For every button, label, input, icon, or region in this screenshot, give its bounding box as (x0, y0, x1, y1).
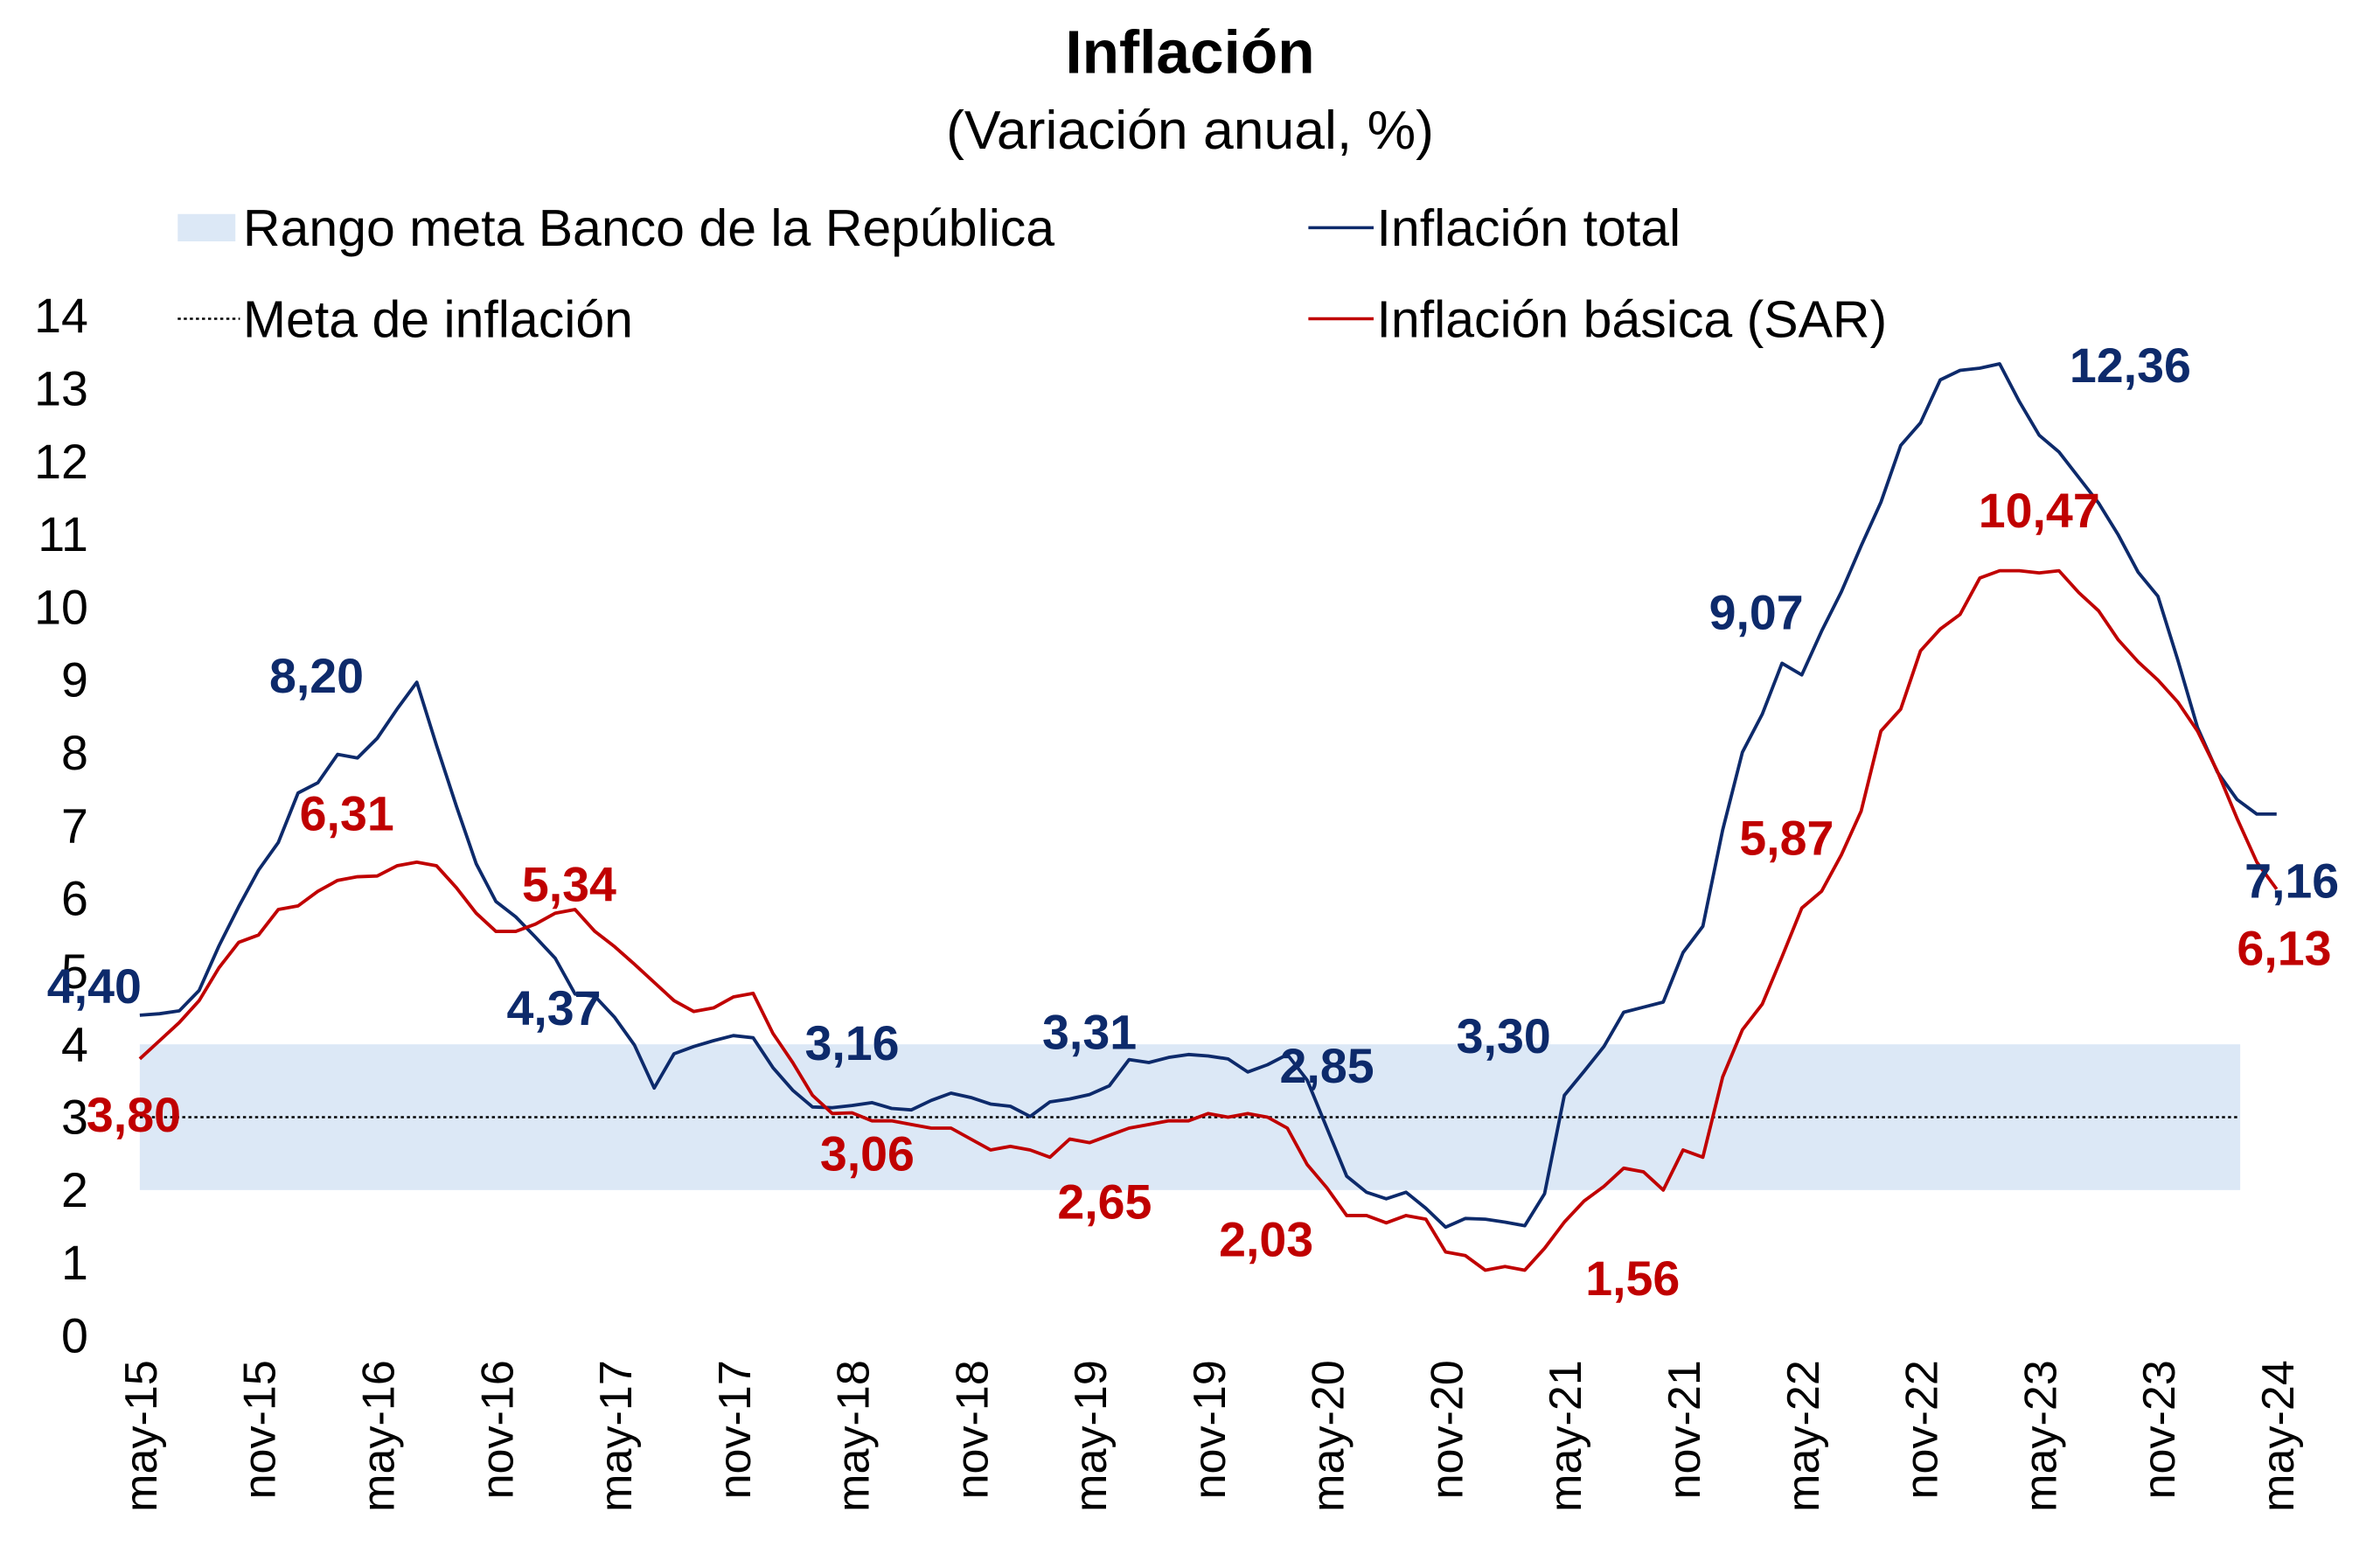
series-line (139, 362, 2277, 1230)
y-tick-label: 1 (61, 1236, 88, 1290)
x-tick-label: may-16 (354, 1360, 405, 1512)
data-label: 2,85 (1280, 1039, 1374, 1093)
data-label: 12,36 (2070, 338, 2191, 393)
y-tick-label: 0 (61, 1309, 88, 1363)
x-tick-label: may-15 (116, 1360, 167, 1512)
legend-label: Inflación total (1376, 199, 1681, 257)
x-tick-label: may-18 (829, 1360, 880, 1512)
data-label: 4,40 (47, 959, 142, 1014)
data-label: 1,56 (1585, 1251, 1680, 1306)
x-tick-label: nov-15 (235, 1360, 286, 1499)
x-tick-label: nov-23 (2134, 1360, 2185, 1499)
x-tick-label: nov-17 (710, 1360, 761, 1499)
data-label: 3,06 (820, 1126, 915, 1181)
x-tick-label: may-21 (1541, 1360, 1591, 1512)
x-tick-label: may-24 (2253, 1360, 2304, 1512)
y-tick-label: 5 (61, 944, 88, 999)
data-label: 2,65 (1057, 1174, 1152, 1229)
data-label: 6,31 (300, 787, 394, 841)
data-label: 5,34 (522, 857, 616, 911)
x-tick-label: may-23 (2015, 1360, 2066, 1512)
data-label: 6,13 (2237, 922, 2331, 976)
x-tick-label: may-22 (1778, 1360, 1829, 1512)
data-label: 10,47 (1979, 484, 2100, 538)
x-tick-label: may-17 (591, 1360, 642, 1512)
y-tick-label: 7 (61, 798, 88, 853)
legend-swatch (177, 213, 236, 241)
y-tick-label: 8 (61, 726, 88, 780)
chart-subtitle: (Variación anual, %) (946, 100, 1434, 161)
x-tick-label: may-19 (1066, 1360, 1117, 1512)
y-tick-label: 4 (61, 1017, 88, 1071)
y-tick-label: 12 (34, 435, 88, 489)
data-label: 3,16 (804, 1016, 899, 1070)
x-tick-label: nov-21 (1660, 1360, 1710, 1499)
x-tick-label: nov-22 (1897, 1360, 1948, 1499)
x-tick-label: nov-16 (472, 1360, 523, 1499)
y-tick-label: 14 (34, 289, 88, 343)
y-tick-label: 13 (34, 361, 88, 415)
x-tick-label: nov-20 (1422, 1360, 1472, 1499)
legend-label: Meta de inflación (243, 290, 633, 348)
series-line (138, 568, 2279, 1272)
data-label: 3,30 (1457, 1009, 1551, 1063)
y-tick-label: 6 (61, 872, 88, 926)
data-label: 4,37 (506, 981, 601, 1035)
data-label: 2,03 (1219, 1212, 1313, 1266)
y-tick-label: 2 (61, 1163, 88, 1217)
legend-label: Rango meta Banco de la República (243, 199, 1054, 257)
x-tick-label: nov-18 (947, 1360, 998, 1499)
y-tick-label: 10 (34, 580, 88, 634)
legend-label: Inflación básica (SAR) (1376, 290, 1887, 348)
data-label: 3,80 (87, 1088, 181, 1142)
chart-title: Inflación (1065, 17, 1314, 86)
y-tick-label: 9 (61, 653, 88, 707)
y-tick-label: 3 (61, 1091, 88, 1145)
data-label: 9,07 (1709, 586, 1804, 640)
data-label: 5,87 (1739, 812, 1834, 866)
data-label: 7,16 (2244, 854, 2339, 908)
x-tick-label: nov-19 (1185, 1360, 1235, 1499)
x-tick-label: may-20 (1304, 1360, 1354, 1512)
data-label: 3,31 (1042, 1006, 1137, 1060)
y-tick-label: 11 (38, 507, 88, 561)
data-label: 8,20 (269, 649, 364, 703)
